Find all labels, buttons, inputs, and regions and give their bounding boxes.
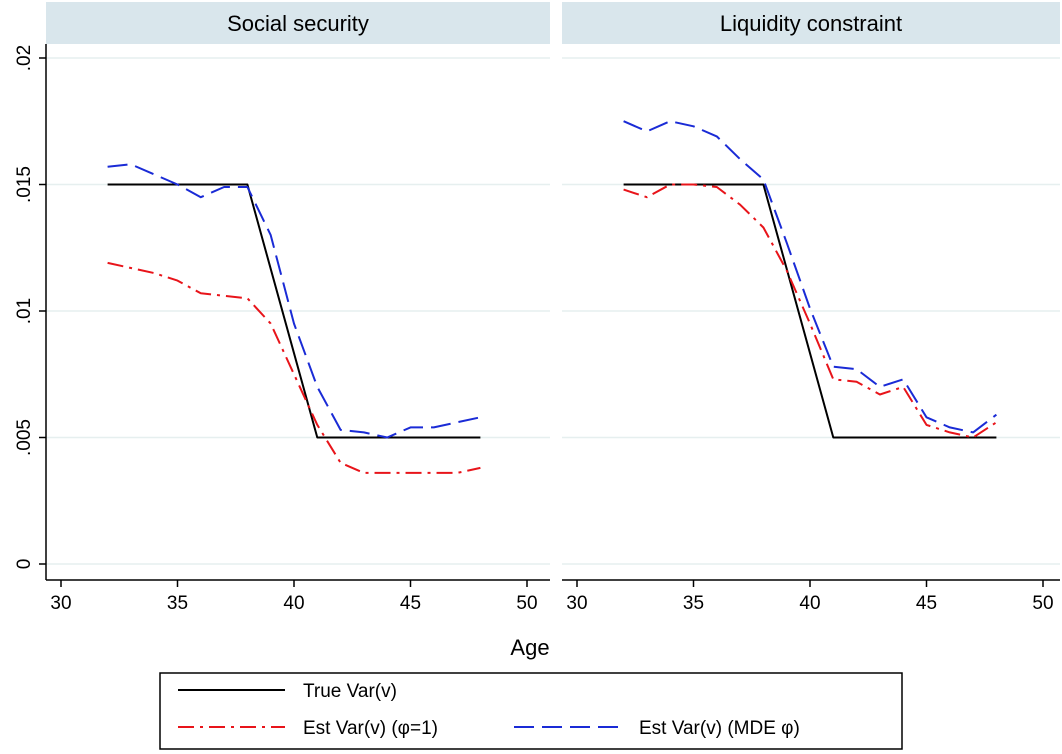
y-tick-label: 0	[14, 559, 35, 570]
x-tick-label: 35	[683, 593, 704, 614]
series-lines	[107, 163, 481, 474]
x-tick-label: 30	[50, 593, 71, 614]
panel-title: Liquidity constraint	[720, 11, 902, 36]
panel-social-security: Social security 30 35 40 45 50	[46, 2, 550, 614]
gridlines	[46, 57, 550, 565]
x-tick-label: 50	[1032, 593, 1053, 614]
legend-label: Est Var(v) (MDE φ)	[639, 718, 800, 739]
y-tick-label: .015	[14, 166, 35, 203]
series-line	[623, 183, 997, 439]
x-tick-label: 50	[516, 593, 537, 614]
legend-entries: True Var(v) Est Var(v) (φ=1) Est Var(v) (M…	[178, 681, 800, 739]
x-tick-label: 45	[400, 593, 421, 614]
x-axis: 30 35 40 45 50	[562, 579, 1060, 614]
x-tick-label: 40	[283, 593, 304, 614]
panel-header-band	[46, 2, 550, 44]
y-tick-label: .005	[14, 419, 35, 456]
panel-header-band	[562, 2, 1060, 44]
y-axis: 0 .005 .01 .015 .02	[14, 44, 47, 580]
x-axis: 30 35 40 45 50	[46, 579, 550, 614]
legend: True Var(v) Est Var(v) (φ=1) Est Var(v) (M…	[159, 672, 903, 750]
series-line	[107, 163, 481, 439]
panel-title: Social security	[227, 11, 369, 36]
y-tick-label: .01	[14, 298, 35, 324]
panel-liquidity-constraint: Liquidity constraint 30 35 40 45 50	[562, 2, 1060, 614]
legend-label: True Var(v)	[303, 681, 397, 702]
x-tick-label: 45	[916, 593, 937, 614]
y-tick-label: .02	[14, 45, 35, 71]
x-tick-label: 35	[167, 593, 188, 614]
x-axis-title: Age	[510, 635, 549, 660]
x-tick-label: 40	[799, 593, 820, 614]
x-tick-label: 30	[566, 593, 587, 614]
series-lines	[623, 120, 998, 439]
legend-label: Est Var(v) (φ=1)	[303, 718, 438, 739]
series-line	[623, 120, 998, 434]
series-line	[107, 261, 481, 474]
legend-box	[159, 672, 903, 750]
